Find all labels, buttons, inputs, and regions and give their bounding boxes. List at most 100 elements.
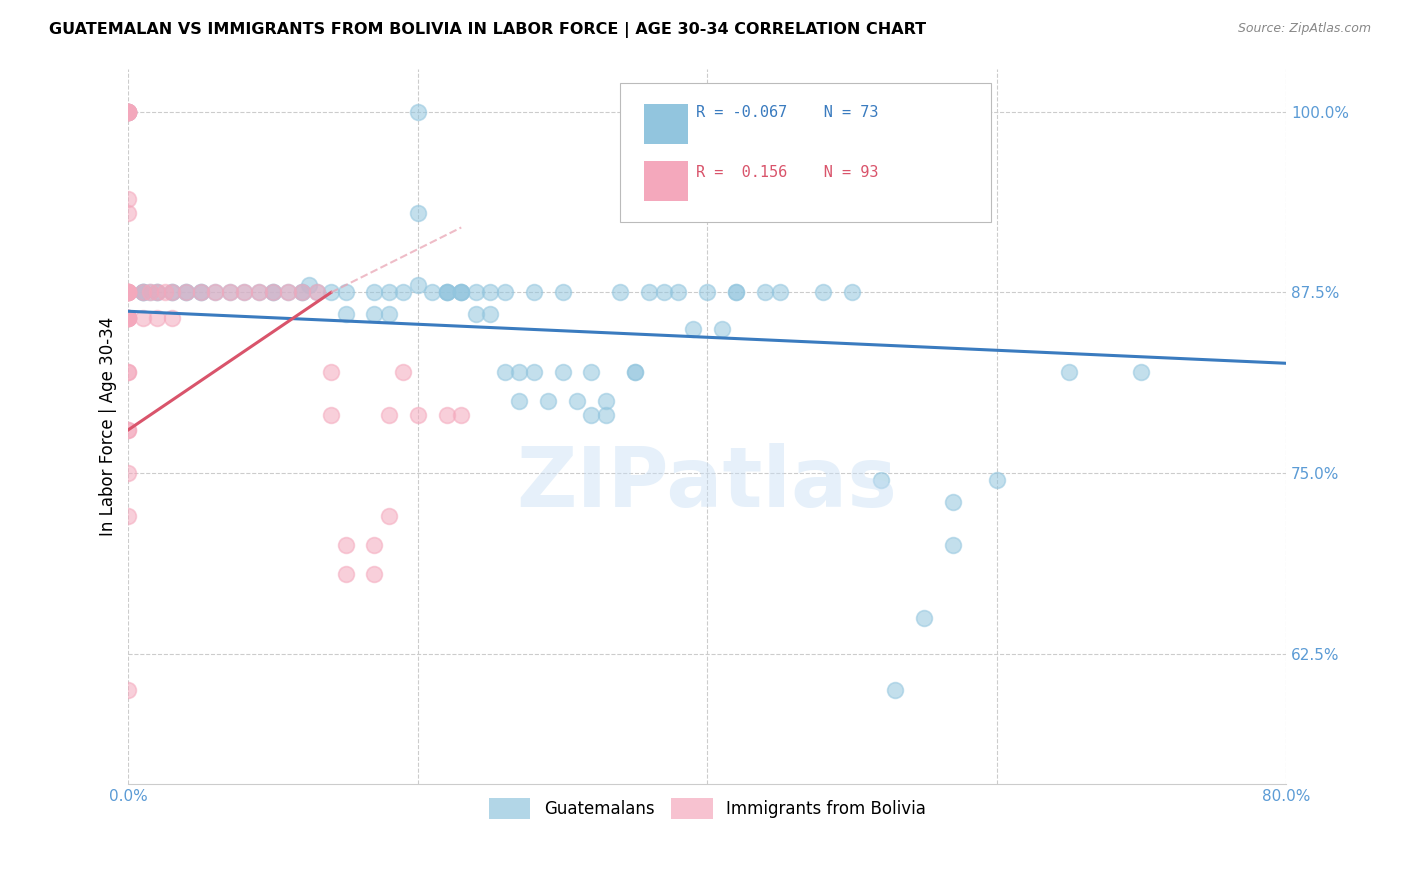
Point xyxy=(508,393,530,408)
Point xyxy=(335,538,357,552)
Point xyxy=(117,104,139,119)
Point xyxy=(450,285,472,300)
Point xyxy=(464,307,486,321)
Point xyxy=(436,285,458,300)
Point xyxy=(117,311,139,326)
Point xyxy=(117,423,139,437)
Point xyxy=(319,409,342,423)
Point xyxy=(117,311,139,326)
Point xyxy=(190,285,212,300)
Point xyxy=(406,104,429,119)
Point xyxy=(117,682,139,697)
Point xyxy=(117,192,139,206)
Point xyxy=(247,285,270,300)
Point xyxy=(436,285,458,300)
Point xyxy=(117,104,139,119)
Point xyxy=(479,285,502,300)
Point xyxy=(146,285,169,300)
Point xyxy=(305,285,328,300)
Point xyxy=(378,409,401,423)
Point xyxy=(406,278,429,293)
Point xyxy=(811,285,834,300)
Point xyxy=(420,285,443,300)
Point xyxy=(117,104,139,119)
Point xyxy=(754,285,776,300)
Point xyxy=(132,285,155,300)
Point xyxy=(117,285,139,300)
Point xyxy=(146,311,169,326)
Point xyxy=(160,285,183,300)
Point xyxy=(696,285,718,300)
Point xyxy=(117,104,139,119)
Point xyxy=(335,285,357,300)
Point xyxy=(277,285,299,300)
Point xyxy=(335,307,357,321)
Point xyxy=(117,311,139,326)
Point xyxy=(277,285,299,300)
Point xyxy=(581,409,603,423)
Point xyxy=(406,409,429,423)
Point xyxy=(117,104,139,119)
Point xyxy=(624,365,647,379)
Point xyxy=(464,285,486,300)
Point xyxy=(117,285,139,300)
Point xyxy=(117,285,139,300)
Point xyxy=(319,285,342,300)
Point xyxy=(153,285,176,300)
Point xyxy=(132,285,155,300)
Point xyxy=(378,307,401,321)
Point xyxy=(725,285,748,300)
Point xyxy=(450,285,472,300)
Point xyxy=(117,104,139,119)
Point xyxy=(378,509,401,524)
Point xyxy=(117,104,139,119)
Point xyxy=(262,285,284,300)
Point xyxy=(291,285,314,300)
Point xyxy=(117,206,139,220)
Point xyxy=(262,285,284,300)
Legend: Guatemalans, Immigrants from Bolivia: Guatemalans, Immigrants from Bolivia xyxy=(482,792,932,825)
Point xyxy=(176,285,198,300)
Point xyxy=(436,409,458,423)
Point xyxy=(537,393,560,408)
Bar xyxy=(644,104,688,144)
Point xyxy=(117,365,139,379)
Text: Source: ZipAtlas.com: Source: ZipAtlas.com xyxy=(1237,22,1371,36)
Point xyxy=(117,311,139,326)
Point xyxy=(139,285,162,300)
Point xyxy=(696,206,718,220)
Point xyxy=(494,285,516,300)
Point xyxy=(436,285,458,300)
Point xyxy=(176,285,198,300)
Point xyxy=(595,409,617,423)
Point xyxy=(160,311,183,326)
Point xyxy=(682,321,704,335)
Point xyxy=(523,365,546,379)
Point xyxy=(117,365,139,379)
FancyBboxPatch shape xyxy=(620,83,991,222)
Point xyxy=(319,365,342,379)
Point xyxy=(869,473,891,487)
Point xyxy=(363,307,385,321)
Point xyxy=(190,285,212,300)
Point xyxy=(942,538,965,552)
Point xyxy=(406,206,429,220)
Point xyxy=(117,285,139,300)
Point xyxy=(160,285,183,300)
Point xyxy=(117,104,139,119)
Point xyxy=(378,285,401,300)
Point xyxy=(710,321,733,335)
Point xyxy=(1130,365,1153,379)
Point xyxy=(638,285,661,300)
Point xyxy=(117,423,139,437)
Point xyxy=(262,285,284,300)
Point xyxy=(117,311,139,326)
Point xyxy=(146,285,169,300)
Point xyxy=(139,285,162,300)
Text: R =  0.156    N = 93: R = 0.156 N = 93 xyxy=(696,165,879,179)
Text: GUATEMALAN VS IMMIGRANTS FROM BOLIVIA IN LABOR FORCE | AGE 30-34 CORRELATION CHA: GUATEMALAN VS IMMIGRANTS FROM BOLIVIA IN… xyxy=(49,22,927,38)
Point xyxy=(450,285,472,300)
Point xyxy=(117,104,139,119)
Point xyxy=(523,285,546,300)
Point xyxy=(666,285,689,300)
